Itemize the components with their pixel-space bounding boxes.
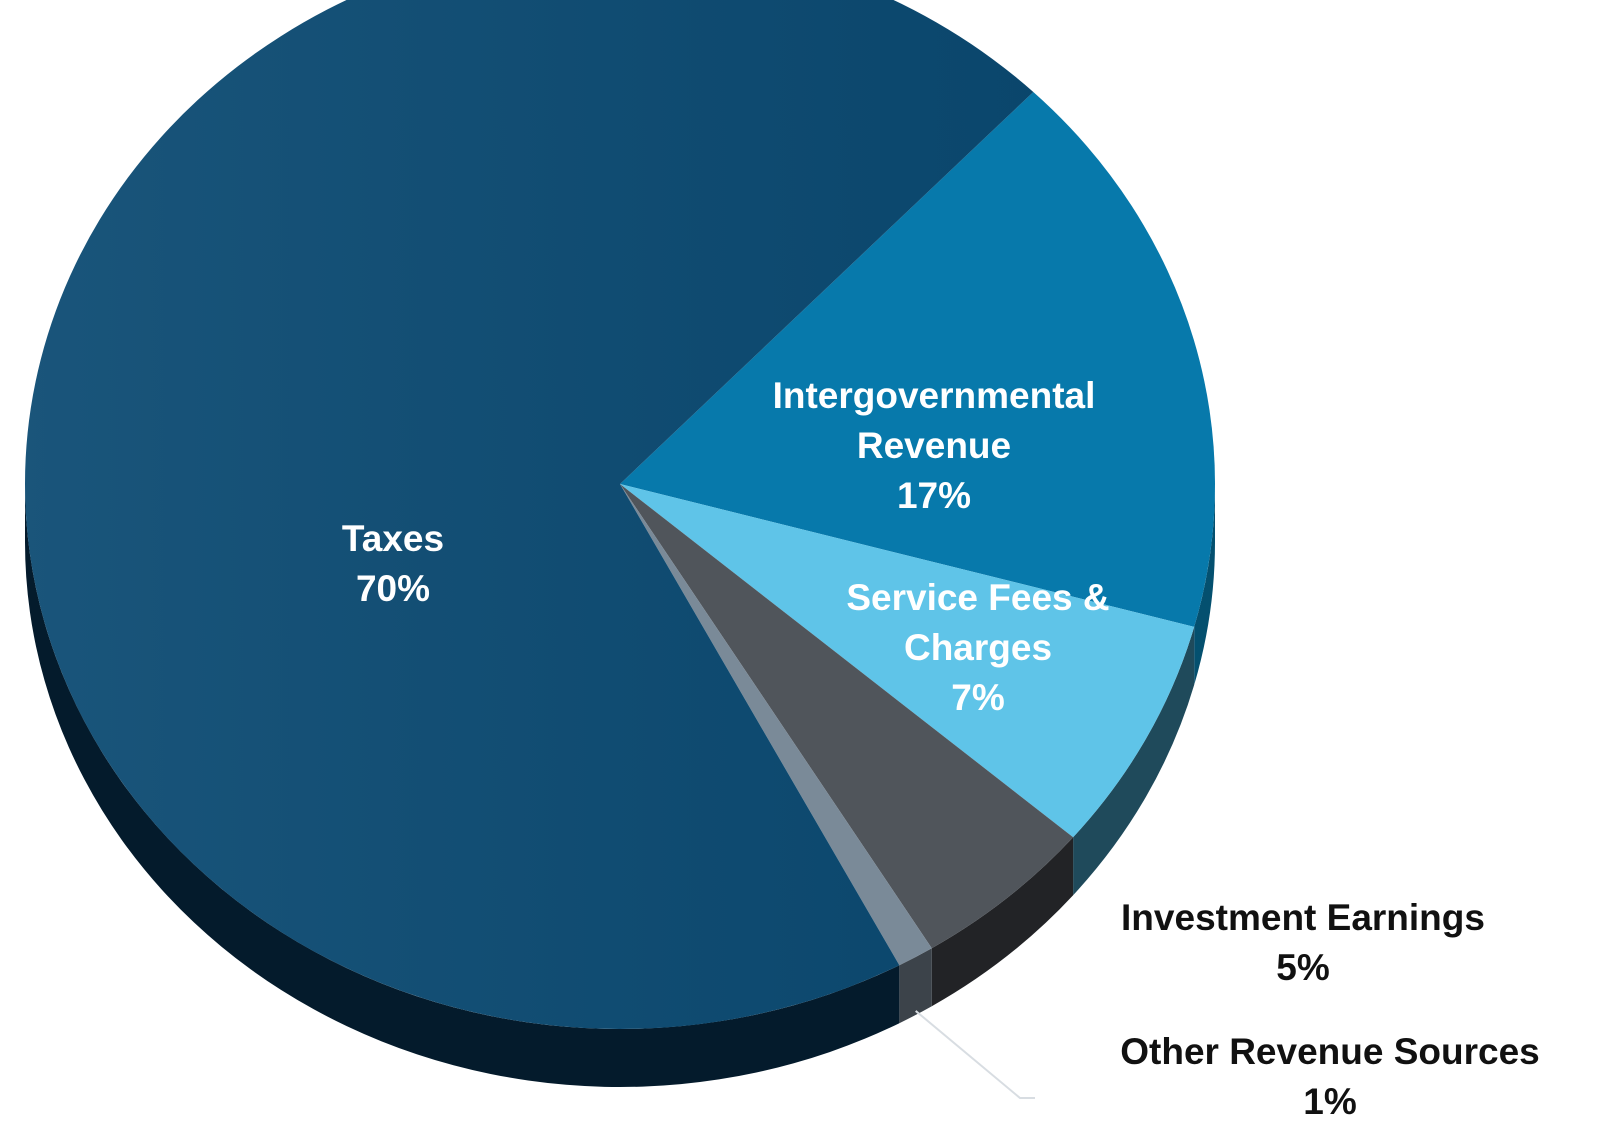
slice-label-3: Other Revenue Sources 1%: [1120, 1031, 1539, 1122]
slice-value-3: 1%: [1303, 1081, 1356, 1122]
slice-name-1: Service Fees &: [846, 577, 1109, 618]
slice-label-4: Taxes 70%: [342, 518, 444, 609]
slice-value-4: 70%: [356, 568, 430, 609]
pie-slice-1: [620, 484, 1195, 838]
pie-slice-2: [620, 484, 1074, 949]
slice-name-0: Intergovernmental: [773, 375, 1096, 416]
slice-name-3: Other Revenue Sources: [1120, 1031, 1539, 1072]
pie-side-3: [899, 948, 932, 1024]
slice-value-0: 17%: [897, 475, 971, 516]
slice-value-1: 7%: [951, 677, 1004, 718]
slice-value-2: 5%: [1276, 947, 1329, 988]
slice-label-2: Investment Earnings 5%: [1121, 897, 1485, 988]
slice-label-0: Intergovernmental Revenue 17%: [773, 375, 1096, 516]
slice-name-1: Charges: [904, 627, 1052, 668]
pie-side-1: [1073, 626, 1195, 896]
pie-sides: [25, 484, 1215, 1087]
pie-side-0: [1194, 484, 1215, 685]
pie-slice-0: [620, 91, 1215, 627]
pie-side-2: [931, 837, 1074, 1007]
pie-slices: [25, 0, 1215, 1029]
pie-slice-shade: [25, 0, 1034, 1029]
slice-name-4: Taxes: [342, 518, 444, 559]
slice-name-2: Investment Earnings: [1121, 897, 1485, 938]
pie-slice-3: [620, 484, 932, 966]
pie-side-4: [25, 484, 900, 1087]
slice-name-0: Revenue: [857, 425, 1011, 466]
pie-labels: Intergovernmental Revenue 17% Service Fees …: [342, 375, 1540, 1122]
slice-label-1: Service Fees & Charges 7%: [846, 577, 1109, 718]
leader-line-other: [915, 1010, 1035, 1099]
